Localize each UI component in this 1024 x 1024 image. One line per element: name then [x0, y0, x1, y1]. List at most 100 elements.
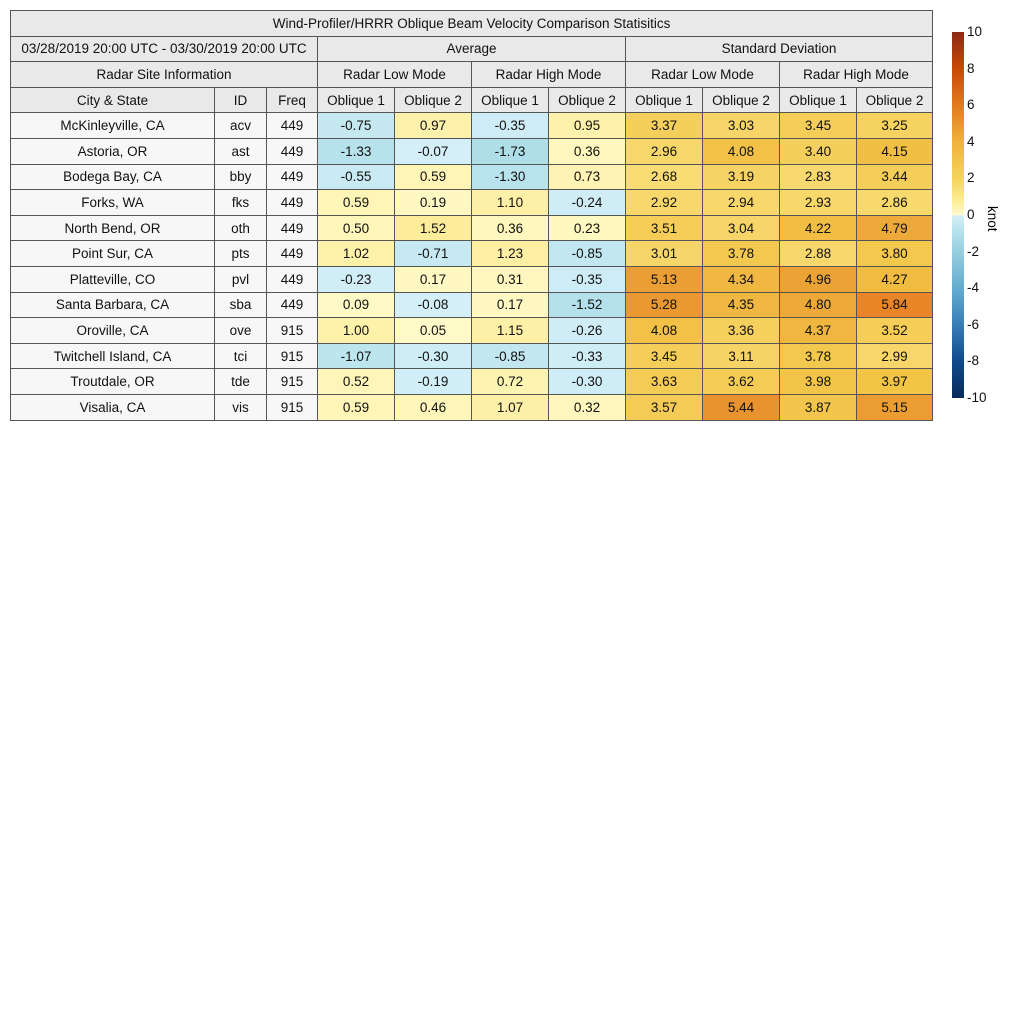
average-value-cell: -1.73 [471, 137, 549, 165]
average-value-cell: 1.52 [394, 214, 472, 242]
std-value-cell: 5.15 [855, 393, 934, 421]
average-value-cell: -1.30 [471, 163, 549, 191]
city-cell: Troutdale, OR [10, 368, 215, 395]
city-cell: North Bend, OR [10, 214, 215, 242]
average-value-cell: -0.19 [394, 368, 472, 395]
average-value-cell: -0.26 [548, 317, 626, 344]
colorbar-tick-label: -10 [967, 390, 987, 405]
average-header: Average [317, 35, 626, 63]
average-value-cell: 0.52 [317, 368, 395, 395]
column-header: ID [214, 86, 267, 114]
average-value-cell: 0.72 [471, 368, 549, 395]
city-cell: Platteville, CO [10, 265, 215, 293]
std-value-cell: 4.22 [779, 214, 857, 242]
average-value-cell: 1.00 [317, 317, 395, 344]
freq-cell: 449 [266, 240, 318, 267]
colorbar-tick-label: -2 [967, 243, 980, 259]
city-cell: McKinleyville, CA [10, 112, 215, 139]
std-value-cell: 4.34 [702, 265, 780, 293]
column-header: Oblique 2 [394, 86, 472, 114]
average-value-cell: 0.19 [394, 189, 472, 216]
site-id-cell: tci [214, 342, 267, 370]
std-header: Standard Deviation [624, 35, 934, 63]
std-value-cell: 4.79 [855, 214, 934, 242]
average-value-cell: 1.15 [471, 317, 549, 344]
table-row: North Bend, OR oth 449 0.50 1.52 0.36 0.23 3.51… [10, 214, 934, 242]
std-value-cell: 4.37 [779, 317, 857, 344]
colorbar-tick-label: 2 [967, 170, 975, 186]
city-cell: Twitchell Island, CA [10, 342, 215, 370]
average-value-cell: -0.24 [548, 189, 626, 216]
std-value-cell: 3.04 [702, 214, 780, 242]
freq-cell: 915 [266, 368, 318, 395]
std-value-cell: 3.57 [625, 393, 703, 421]
table-row: Visalia, CA vis 915 0.59 0.46 1.07 0.32 3.57 5.4… [10, 393, 934, 421]
std-value-cell: 3.80 [855, 240, 934, 267]
table-row: Point Sur, CA pts 449 1.02 -0.71 1.23 -0.85 3.0… [10, 240, 934, 267]
site-id-cell: fks [214, 189, 267, 216]
city-cell: Astoria, OR [10, 137, 215, 165]
average-value-cell: -1.07 [317, 342, 395, 370]
freq-cell: 449 [266, 137, 318, 165]
average-value-cell: 0.36 [471, 214, 549, 242]
std-value-cell: 3.87 [779, 393, 857, 421]
table-row: Oroville, CA ove 915 1.00 0.05 1.15 -0.26 4.08 3… [10, 317, 934, 344]
city-cell: Oroville, CA [10, 317, 215, 344]
mode-header: Radar Low Mode [625, 61, 780, 88]
std-value-cell: 3.40 [779, 137, 857, 165]
std-value-cell: 5.28 [625, 291, 703, 319]
colorbar-tick-label: 6 [967, 97, 975, 113]
table-row: Santa Barbara, CA sba 449 0.09 -0.08 0.17 -1.5… [10, 291, 934, 319]
average-value-cell: 0.95 [548, 112, 626, 139]
freq-cell: 449 [266, 189, 318, 216]
freq-cell: 449 [266, 163, 318, 191]
city-cell: Visalia, CA [10, 393, 215, 421]
std-value-cell: 3.37 [625, 112, 703, 139]
table-row: Troutdale, OR tde 915 0.52 -0.19 0.72 -0.30 3.6… [10, 368, 934, 395]
average-value-cell: -0.33 [548, 342, 626, 370]
freq-cell: 915 [266, 342, 318, 370]
average-value-cell: 0.59 [394, 163, 472, 191]
average-value-cell: 0.36 [548, 137, 626, 165]
std-value-cell: 4.08 [702, 137, 780, 165]
table-row: Bodega Bay, CA bby 449 -0.55 0.59 -1.30 0.73 2.… [10, 163, 934, 191]
table-row: Platteville, CO pvl 449 -0.23 0.17 0.31 -0.35 5… [10, 265, 934, 293]
city-cell: Bodega Bay, CA [10, 163, 215, 191]
column-header: Oblique 1 [317, 86, 395, 114]
average-value-cell: 1.23 [471, 240, 549, 267]
average-value-cell: -0.85 [548, 240, 626, 267]
average-value-cell: -0.75 [317, 112, 395, 139]
average-value-cell: -0.08 [394, 291, 472, 319]
std-value-cell: 3.19 [702, 163, 780, 191]
colorbar-tick-label: -6 [967, 316, 980, 332]
city-cell: Santa Barbara, CA [10, 291, 215, 319]
std-value-cell: 4.08 [625, 317, 703, 344]
site-id-cell: ove [214, 317, 267, 344]
std-value-cell: 3.11 [702, 342, 780, 370]
std-value-cell: 4.35 [702, 291, 780, 319]
std-value-cell: 3.78 [702, 240, 780, 267]
average-value-cell: -0.30 [394, 342, 472, 370]
std-value-cell: 2.83 [779, 163, 857, 191]
std-value-cell: 3.78 [779, 342, 857, 370]
std-value-cell: 3.45 [625, 342, 703, 370]
freq-cell: 449 [266, 112, 318, 139]
std-value-cell: 3.36 [702, 317, 780, 344]
column-header: Oblique 1 [471, 86, 549, 114]
std-value-cell: 3.62 [702, 368, 780, 395]
column-header: City & State [10, 86, 215, 114]
colorbar-tick-label: -8 [967, 353, 980, 369]
std-value-cell: 3.44 [855, 163, 934, 191]
site-id-cell: vis [214, 393, 267, 421]
freq-cell: 915 [266, 317, 318, 344]
average-value-cell: -0.55 [317, 163, 395, 191]
std-value-cell: 3.03 [702, 112, 780, 139]
site-id-cell: sba [214, 291, 267, 319]
table-row: Twitchell Island, CA tci 915 -1.07 -0.30 -0.8… [10, 342, 934, 370]
average-value-cell: 0.59 [317, 189, 395, 216]
average-value-cell: 0.32 [548, 393, 626, 421]
freq-cell: 449 [266, 214, 318, 242]
city-cell: Point Sur, CA [10, 240, 215, 267]
column-header: Oblique 1 [625, 86, 703, 114]
mode-header: Radar Low Mode [317, 61, 472, 88]
